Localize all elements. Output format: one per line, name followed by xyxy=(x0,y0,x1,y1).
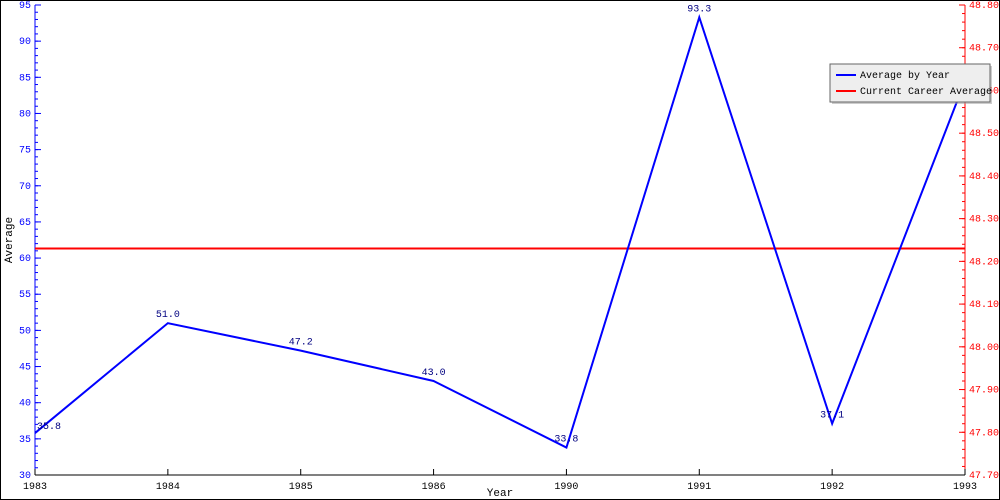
y-left-tick-label: 75 xyxy=(19,146,31,157)
y-left-tick-label: 90 xyxy=(19,37,31,48)
y-left-tick-label: 60 xyxy=(19,254,31,265)
x-tick-label: 1984 xyxy=(156,482,180,493)
x-tick-label: 1991 xyxy=(687,482,711,493)
average-by-year-chart: 30 35 40 45 50 55 60 65 70 75 80 85 90 95 Average 47.70… xyxy=(0,0,1000,500)
y-left-tick-label: 30 xyxy=(19,471,31,482)
x-tick-label: 1993 xyxy=(953,482,977,493)
legend-label: Average by Year xyxy=(860,70,950,82)
y-right-tick-label: 48.40 xyxy=(969,172,999,183)
y-right-tick-label: 47.70 xyxy=(969,471,999,482)
y-right-tick-label: 48.80 xyxy=(969,1,999,12)
y-right-tick-label: 48.20 xyxy=(969,257,999,268)
y-left-tick-label: 50 xyxy=(19,326,31,337)
data-point-label: 47.2 xyxy=(289,338,313,349)
x-axis-title: Year xyxy=(487,488,513,500)
data-point-label: 35.8 xyxy=(37,422,61,433)
data-point-label: 33.8 xyxy=(554,435,578,446)
data-point-label: 93.3 xyxy=(687,4,711,15)
y-right-tick-label: 48.70 xyxy=(969,44,999,55)
x-tick-label: 1992 xyxy=(820,482,844,493)
y-left-tick-label: 85 xyxy=(19,73,31,84)
x-tick-label: 1983 xyxy=(23,482,47,493)
y-left-tick-label: 70 xyxy=(19,182,31,193)
data-point-label: 51.0 xyxy=(156,310,180,321)
legend-label: Current Career Average xyxy=(860,87,992,98)
x-tick-label: 1986 xyxy=(422,482,446,493)
y-left-tick-label: 55 xyxy=(19,290,31,301)
data-point-label: 43.0 xyxy=(422,368,446,379)
y-left-tick-label: 95 xyxy=(19,1,31,12)
y-left-axis-title: Average xyxy=(4,217,16,263)
y-left-tick-label: 35 xyxy=(19,435,31,446)
y-right-tick-label: 47.80 xyxy=(969,428,999,439)
x-tick-label: 1990 xyxy=(554,482,578,493)
y-right-tick-label: 48.00 xyxy=(969,343,999,354)
y-left-tick-label: 65 xyxy=(19,218,31,229)
y-left-tick-label: 40 xyxy=(19,399,31,410)
data-point-label: 37.1 xyxy=(820,411,844,422)
x-tick-label: 1985 xyxy=(289,482,313,493)
y-right-tick-label: 48.30 xyxy=(969,215,999,226)
y-right-tick-label: 48.10 xyxy=(969,300,999,311)
y-left-tick-label: 45 xyxy=(19,363,31,374)
y-right-tick-label: 48.50 xyxy=(969,129,999,140)
y-left-tick-label: 80 xyxy=(19,109,31,120)
y-right-tick-label: 47.90 xyxy=(969,386,999,397)
